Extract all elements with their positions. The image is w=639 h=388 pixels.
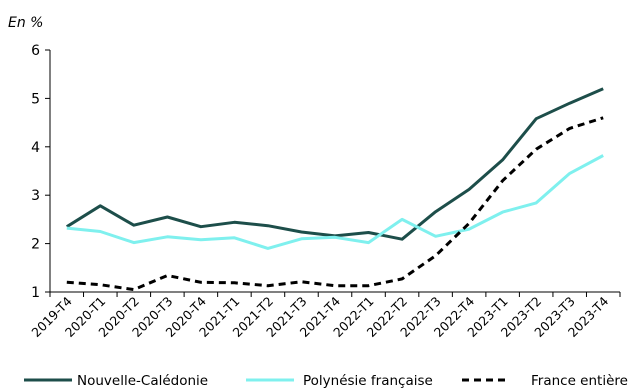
y-tick-label: 4 [31, 140, 40, 156]
legend-label-1: Polynésie française [303, 373, 433, 388]
y-tick-label: 2 [31, 237, 40, 253]
y-axis: 1 2 3 4 5 6 [31, 43, 51, 301]
legend-label-2: France entière [531, 373, 628, 388]
unit-label: En % [8, 15, 43, 31]
x-axis: 2019-T42020-T12020-T22020-T32020-T42021-… [28, 291, 621, 340]
series-line-1 [66, 154, 604, 250]
legend-label-0: Nouvelle-Calédonie [77, 373, 208, 388]
y-tick-label: 3 [31, 188, 40, 204]
y-tick-label: 1 [31, 285, 40, 301]
legend: Nouvelle-Calédonie Polynésie française Fra… [24, 373, 628, 388]
series-line-0 [66, 87, 604, 241]
y-tick-label: 6 [31, 43, 40, 59]
y-tick-label: 5 [31, 91, 40, 107]
series-line-2 [66, 116, 604, 292]
series-lines [66, 87, 604, 292]
